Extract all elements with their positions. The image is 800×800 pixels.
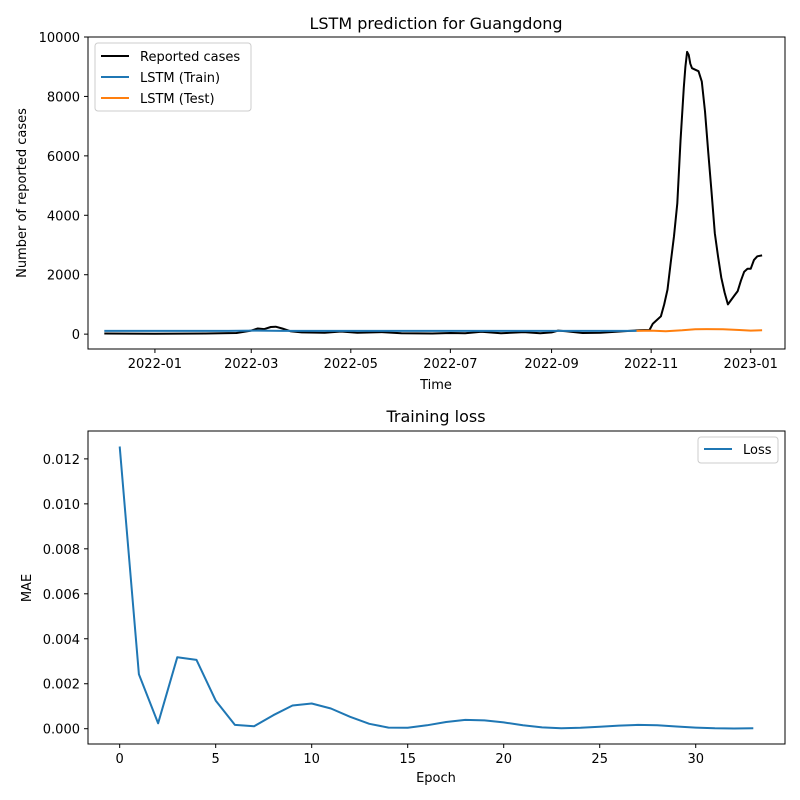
loss-y-ticks: 0.000 0.002 0.004 0.006 0.008 0.010 0.012 <box>43 453 88 738</box>
y-tick-label: 0.004 <box>43 633 80 648</box>
y-tick-label: 0.006 <box>43 588 80 603</box>
series-line-test <box>636 328 763 333</box>
prediction-plot-lines <box>104 50 763 335</box>
prediction-legend: Reported cases LSTM (Train) LSTM (Test) <box>94 42 252 112</box>
y-tick-label: 0.002 <box>43 678 80 693</box>
prediction-chart-title: LSTM prediction for Guangdong <box>309 14 562 33</box>
prediction-legend-box <box>94 42 252 112</box>
loss-legend: Loss <box>697 436 779 464</box>
x-tick-label: 20 <box>495 752 512 767</box>
x-tick-label: 2022-07 <box>423 357 477 372</box>
x-tick-label: 25 <box>591 752 608 767</box>
prediction-x-axis-label: Time <box>419 378 452 393</box>
x-tick-label: 2022-11 <box>624 357 678 372</box>
prediction-y-axis-label: Number of reported cases <box>15 108 30 278</box>
y-tick-label: 6000 <box>47 150 80 165</box>
y-tick-label: 2000 <box>47 269 80 284</box>
series-line-loss <box>118 446 754 730</box>
x-tick-label: 10 <box>303 752 320 767</box>
x-tick-label: 0 <box>116 752 124 767</box>
loss-chart-title: Training loss <box>385 407 485 426</box>
x-tick-label: 2022-05 <box>324 357 378 372</box>
loss-plot-frame <box>87 430 786 745</box>
x-tick-label: 5 <box>212 752 220 767</box>
loss-y-axis-label: MAE <box>20 574 35 602</box>
loss-legend-box <box>697 436 779 464</box>
y-tick-label: 10000 <box>39 31 80 46</box>
loss-x-axis-label: Epoch <box>416 771 456 786</box>
x-tick-label: 2023-01 <box>724 357 778 372</box>
y-tick-label: 0.008 <box>43 543 80 558</box>
prediction-x-ticks: 2022-01 2022-03 2022-05 2022-07 2022-09 2022-… <box>128 349 778 372</box>
loss-plot-lines <box>118 446 754 730</box>
loss-chart: Training loss 0 5 10 15 20 25 30 0.0000.0020.0… <box>20 407 786 786</box>
x-tick-label: 2022-01 <box>128 357 182 372</box>
legend-label-loss: Loss <box>743 443 772 458</box>
legend-label-test: LSTM (Test) <box>140 92 215 107</box>
prediction-chart: LSTM prediction for Guangdong 2022-01 202… <box>15 14 786 393</box>
y-tick-label: 4000 <box>47 209 80 224</box>
x-tick-label: 15 <box>399 752 416 767</box>
legend-label-reported: Reported cases <box>140 50 240 65</box>
prediction-y-ticks: 0 2000 4000 6000 8000 10000 <box>39 31 88 343</box>
y-tick-label: 8000 <box>47 90 80 105</box>
series-line-reported <box>104 50 763 335</box>
y-tick-label: 0 <box>72 328 80 343</box>
loss-x-ticks: 0 5 10 15 20 25 30 <box>116 744 704 767</box>
y-tick-label: 0.012 <box>43 453 80 468</box>
y-tick-label: 0.000 <box>43 723 80 738</box>
x-tick-label: 2022-09 <box>524 357 578 372</box>
x-tick-label: 30 <box>687 752 704 767</box>
prediction-plot-frame <box>87 36 786 350</box>
y-tick-label: 0.010 <box>43 498 80 513</box>
x-tick-label: 2022-03 <box>224 357 278 372</box>
legend-label-train: LSTM (Train) <box>140 71 220 86</box>
